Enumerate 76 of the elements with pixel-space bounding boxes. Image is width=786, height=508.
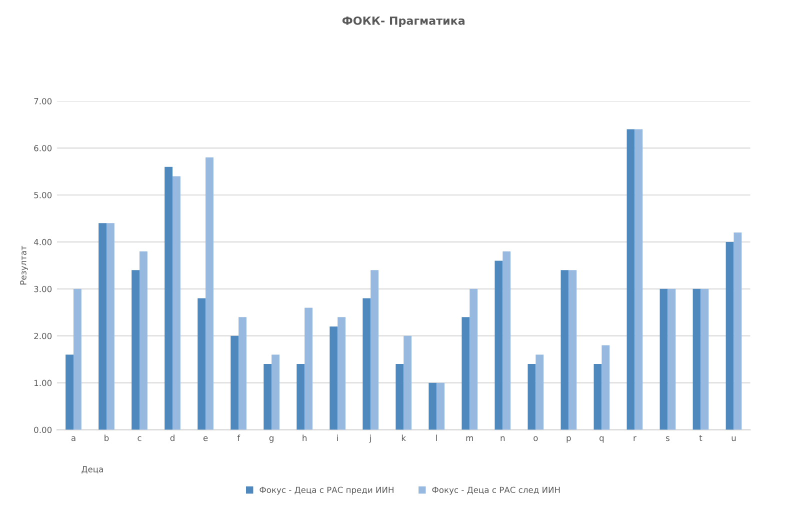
x-tick-label: q (599, 436, 604, 443)
bar (230, 336, 239, 430)
bar (462, 317, 470, 430)
bar (660, 288, 668, 430)
x-tick-label: c (138, 436, 142, 442)
bar (470, 288, 478, 430)
x-tick-label: f (237, 434, 240, 441)
x-tick-label: u (732, 436, 736, 442)
x-tick-label: k (402, 434, 406, 441)
bar (132, 270, 140, 430)
bar (206, 157, 214, 430)
bar (560, 270, 569, 430)
x-tick-label: a (71, 436, 76, 442)
legend-label: Фокус - Деца с РАС след ИИН (432, 486, 560, 495)
bar (330, 326, 338, 430)
bar (198, 298, 206, 430)
bar (172, 176, 180, 430)
x-tick-label: o (534, 436, 538, 442)
x-tick-label: d (170, 434, 174, 442)
y-tick-label: 2.00 (34, 332, 52, 340)
x-tick-label: m (466, 436, 473, 441)
x-tick-label: b (104, 434, 109, 442)
bar (304, 308, 312, 430)
x-tick-label: e (203, 436, 208, 442)
bar (238, 317, 246, 430)
legend-label: Фокус - Деца с РАС преди ИИН (260, 486, 394, 495)
bar (528, 364, 536, 430)
bar (634, 129, 643, 430)
bar (494, 260, 503, 430)
y-tick-label: 0.00 (34, 426, 52, 434)
bar (602, 345, 610, 430)
bar (164, 166, 173, 430)
x-tick-label: j (369, 434, 371, 443)
bar (73, 288, 82, 430)
bar (668, 288, 676, 430)
bar (436, 382, 445, 430)
bar (626, 129, 635, 430)
bar (296, 364, 305, 430)
bar (370, 270, 379, 430)
x-tick-label: s (666, 436, 670, 442)
x-tick-label: r (634, 436, 636, 441)
x-tick-label: g (269, 436, 274, 443)
bar (338, 317, 346, 430)
bar (264, 364, 272, 430)
y-tick-label: 6.00 (34, 145, 52, 152)
bar (594, 364, 602, 430)
bar (362, 298, 371, 430)
chart-title: ФОКК- Прагматика (342, 16, 464, 28)
bar (396, 364, 404, 430)
bar (272, 354, 280, 430)
bar (98, 223, 107, 430)
bar (726, 242, 734, 430)
bar (502, 251, 511, 430)
bar (428, 382, 437, 430)
x-tick-label: p (566, 436, 571, 443)
bar (404, 336, 412, 430)
bar (700, 288, 709, 430)
bar (568, 270, 577, 430)
bar (734, 232, 742, 430)
bar (536, 354, 544, 430)
bar (140, 251, 148, 430)
x-tick-label: h (302, 434, 307, 441)
bar (106, 223, 114, 430)
x-tick-label: l (436, 434, 437, 441)
y-tick-label: 1.00 (34, 380, 52, 386)
bar (66, 354, 74, 430)
y-tick-label: 5.00 (34, 192, 52, 198)
x-tick-label: i (337, 434, 338, 441)
y-tick-label: 3.00 (34, 286, 52, 292)
y-axis-title: Резултат (20, 246, 28, 284)
x-tick-label: n (500, 436, 505, 441)
x-axis-title: Деца (82, 466, 103, 474)
x-tick-label: t (699, 435, 702, 441)
bar (692, 288, 701, 430)
y-tick-label: 4.00 (34, 238, 52, 246)
y-tick-label: 7.00 (34, 98, 52, 104)
